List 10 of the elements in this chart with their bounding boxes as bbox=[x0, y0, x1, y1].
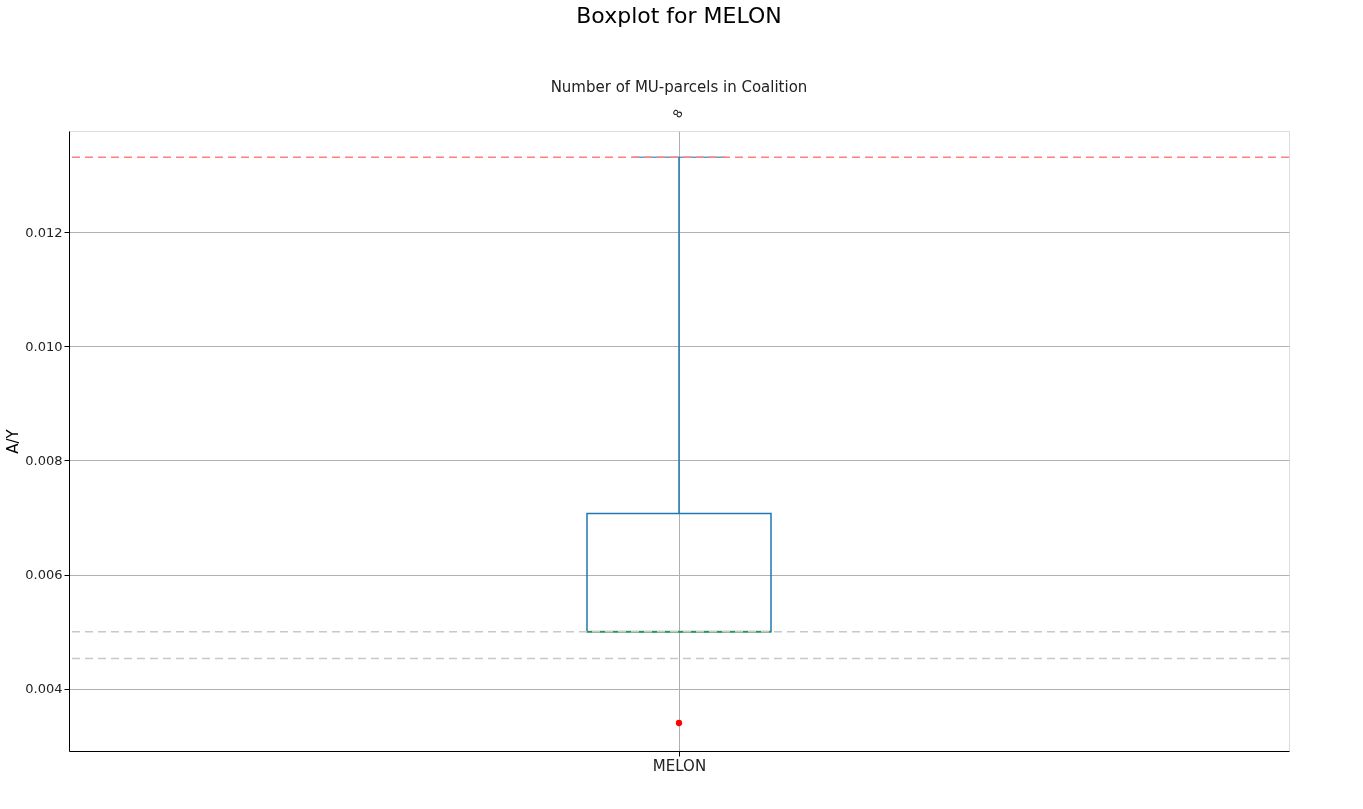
y-tick-label: 0.008 bbox=[25, 452, 63, 468]
x-tick-label: MELON bbox=[652, 756, 707, 775]
y-tick-label: 0.006 bbox=[25, 567, 63, 583]
text: 8 bbox=[669, 106, 686, 121]
y-tick-label: 0.004 bbox=[25, 681, 63, 697]
y-tick-label: 0.012 bbox=[25, 224, 63, 240]
y-tick-label: 0.010 bbox=[25, 338, 63, 354]
chart-title: Boxplot for MELON bbox=[576, 3, 782, 28]
x2-axis-title: Number of MU-parcels in Coalition bbox=[550, 78, 808, 96]
y-axis-title: A/Y bbox=[4, 428, 23, 454]
